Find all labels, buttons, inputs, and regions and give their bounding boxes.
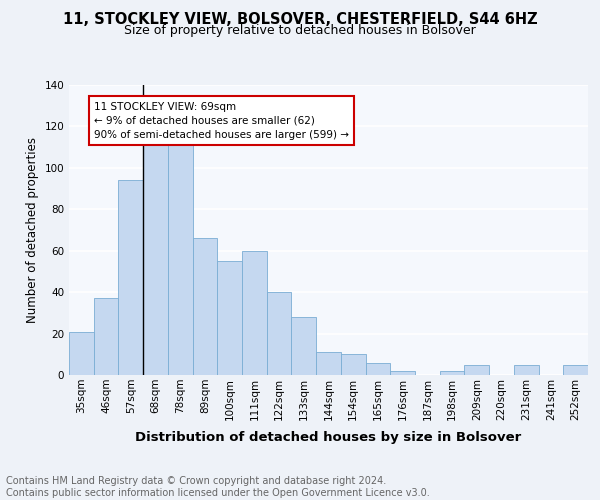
Bar — [464, 364, 489, 375]
Bar — [316, 352, 341, 375]
Bar — [118, 180, 143, 375]
Text: 11 STOCKLEY VIEW: 69sqm
← 9% of detached houses are smaller (62)
90% of semi-det: 11 STOCKLEY VIEW: 69sqm ← 9% of detached… — [94, 102, 349, 140]
Bar — [563, 364, 588, 375]
Y-axis label: Number of detached properties: Number of detached properties — [26, 137, 39, 323]
Bar — [292, 317, 316, 375]
Bar — [242, 250, 267, 375]
Bar — [365, 362, 390, 375]
X-axis label: Distribution of detached houses by size in Bolsover: Distribution of detached houses by size … — [136, 431, 521, 444]
Bar — [440, 371, 464, 375]
Bar — [94, 298, 118, 375]
Bar — [143, 130, 168, 375]
Bar — [193, 238, 217, 375]
Text: Size of property relative to detached houses in Bolsover: Size of property relative to detached ho… — [124, 24, 476, 37]
Text: 11, STOCKLEY VIEW, BOLSOVER, CHESTERFIELD, S44 6HZ: 11, STOCKLEY VIEW, BOLSOVER, CHESTERFIEL… — [62, 12, 538, 28]
Bar — [341, 354, 365, 375]
Bar — [69, 332, 94, 375]
Bar — [217, 261, 242, 375]
Bar — [514, 364, 539, 375]
Bar — [267, 292, 292, 375]
Bar — [168, 141, 193, 375]
Bar — [390, 371, 415, 375]
Text: Contains HM Land Registry data © Crown copyright and database right 2024.
Contai: Contains HM Land Registry data © Crown c… — [6, 476, 430, 498]
